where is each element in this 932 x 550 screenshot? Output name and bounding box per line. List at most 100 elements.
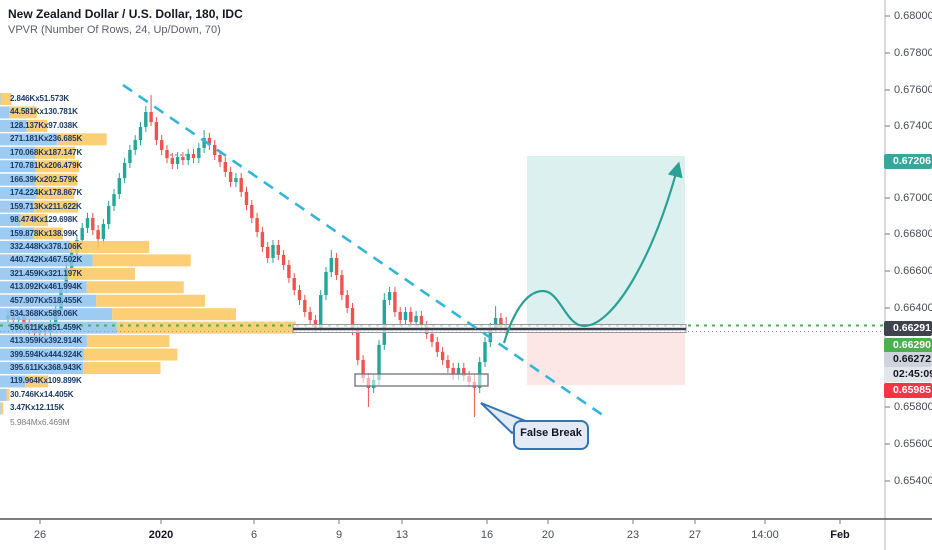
candle-body (435, 342, 439, 352)
chart-legend: New Zealand Dollar / U.S. Dollar, 180, I… (8, 7, 243, 38)
volume-profile-row-label: 119.964Kx109.899K (10, 376, 82, 386)
candlestick (297, 284, 302, 305)
candlestick (409, 306, 413, 328)
candlestick (329, 250, 333, 278)
candle-body (319, 295, 323, 328)
candlestick (324, 266, 328, 301)
candle-body (334, 257, 339, 276)
vp-row-down-bar (69, 240, 150, 253)
vp-row-up-bar (0, 388, 7, 401)
candle-body (483, 342, 487, 363)
price-label-dotted-line-price: 0.66290 (884, 337, 932, 353)
candle-body (456, 367, 461, 375)
candlestick (287, 259, 291, 283)
candle-body (382, 299, 386, 345)
candlestick (483, 337, 487, 368)
candle-body (149, 112, 153, 123)
vp-row-up-bar (0, 294, 97, 307)
price-label-dark-line-price: 0.66291 (884, 320, 932, 336)
vp-row-down-bar (83, 348, 178, 361)
volume-profile-row-label: 271.181Kx236.685K (10, 134, 83, 144)
candle-body (239, 178, 243, 192)
projection-down-box[interactable] (527, 333, 685, 385)
candlestick (112, 189, 116, 211)
vp-row-down-bar (35, 146, 76, 159)
volume-profile-row-label: 332.448Kx378.106K (10, 241, 83, 251)
candle-body (356, 329, 360, 361)
candlestick (276, 239, 280, 260)
vp-row-down-bar (26, 119, 48, 132)
candlestick (239, 173, 243, 197)
price-label-bar-countdown: 02:45:09 (884, 366, 932, 382)
vp-row-up-bar (0, 281, 87, 294)
false-break-callout-text[interactable]: False Break (520, 427, 582, 439)
vp-row-down-bar (86, 335, 170, 348)
candlestick (403, 306, 408, 326)
volume-profile-row-label: 98.474Kx129.698K (10, 215, 78, 225)
indicator-title[interactable]: VPVR (Number Of Rows, 24, Up/Down, 70) (8, 24, 221, 36)
time-axis-label: 26 (33, 529, 47, 541)
vp-row-down-bar (86, 281, 184, 294)
projection-path-drawing[interactable] (502, 161, 683, 344)
volume-profile-row-label: 413.092Kx461.994K (10, 282, 83, 292)
candle-body (409, 311, 413, 323)
candle-body (488, 328, 492, 343)
volume-profile-row-label: 440.742Kx467.502K (10, 255, 83, 265)
vp-row-down-bar (33, 227, 63, 240)
volume-profile-row-label: 166.39Kx202.579K (10, 174, 78, 184)
candlestick (303, 294, 307, 318)
symbol-title[interactable]: New Zealand Dollar / U.S. Dollar, 180, I… (8, 7, 243, 21)
candle-body (207, 137, 212, 145)
candle-body (197, 148, 201, 159)
candlestick (128, 144, 132, 168)
time-axis-label: 20 (541, 529, 555, 541)
candlestick (107, 200, 111, 229)
candle-body (213, 144, 217, 156)
vp-row-up-bar (0, 200, 34, 213)
vp-row-down-bar (96, 294, 206, 307)
candlestick (308, 306, 312, 326)
volume-profile-row-label: 534.368Kx589.06K (10, 309, 78, 319)
candle-body (377, 344, 381, 381)
candle-body (292, 277, 296, 291)
price-label-projection-target: 0.67206 (884, 153, 932, 169)
candlestick (213, 139, 217, 161)
candlestick (387, 286, 392, 305)
vp-row-down-bar (0, 93, 12, 105)
vp-row-up-bar (0, 160, 36, 173)
vp-row-down-bar (92, 254, 191, 267)
candle-body (260, 232, 265, 247)
vp-row-up-bar (0, 214, 21, 227)
support-zone-box[interactable] (354, 373, 489, 387)
candlestick (101, 218, 106, 245)
false-break-callout-bubble[interactable] (513, 420, 589, 450)
candle-body (234, 178, 238, 183)
price-axis-tick-label: 0.68000 (894, 9, 932, 22)
candle-body (128, 149, 132, 163)
vp-row-down-bar (9, 106, 37, 119)
trendline-drawing[interactable] (122, 83, 605, 418)
vp-row-down-bar (56, 133, 107, 146)
price-label-low-price: 0.65985 (884, 382, 932, 398)
time-axis-label: Feb (830, 529, 850, 541)
candle-body (165, 149, 169, 159)
vp-row-up-bar (0, 187, 37, 200)
candle-body (493, 317, 498, 328)
price-axis-tick-label: 0.66600 (894, 264, 932, 277)
price-axis-tick-label: 0.66800 (894, 227, 932, 240)
vp-row-up-bar (0, 362, 84, 374)
candlestick (398, 306, 402, 326)
candlestick (181, 151, 185, 166)
projection-up-box[interactable] (527, 156, 685, 326)
candlestick (85, 212, 90, 233)
candle-body (451, 367, 455, 375)
time-axis-label: 23 (626, 529, 640, 541)
candlestick (234, 173, 238, 188)
volume-profile-row-label: 457.907Kx518.455K (10, 295, 83, 305)
candle-body (308, 311, 312, 321)
candle-body (218, 155, 222, 163)
candle-body (160, 140, 164, 150)
candle-body (446, 360, 450, 368)
